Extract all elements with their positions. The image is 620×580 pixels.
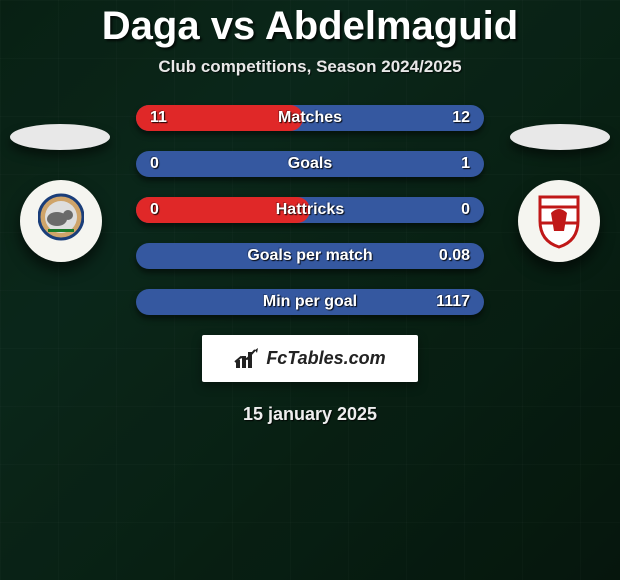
- enyimba-crest-icon: [38, 193, 84, 249]
- stat-label: Goals per match: [136, 247, 484, 265]
- stat-row: 0Hattricks0: [136, 197, 484, 223]
- stat-label: Goals: [136, 155, 484, 173]
- stat-row: 11Matches12: [136, 105, 484, 131]
- page-title: Daga vs Abdelmaguid: [0, 4, 620, 49]
- brand-box[interactable]: FcTables.com: [202, 335, 418, 382]
- date-label: 15 january 2025: [0, 404, 620, 425]
- stat-value-right: 0: [461, 201, 470, 219]
- stat-label: Matches: [136, 109, 484, 127]
- club-badge-left: [20, 180, 102, 262]
- stat-value-right: 12: [452, 109, 470, 127]
- stat-row: Min per goal1117: [136, 289, 484, 315]
- club-badge-right: [518, 180, 600, 262]
- subtitle: Club competitions, Season 2024/2025: [0, 57, 620, 77]
- player-photo-left: [10, 124, 110, 150]
- stat-value-right: 1: [461, 155, 470, 173]
- stat-label: Hattricks: [136, 201, 484, 219]
- stat-row: Goals per match0.08: [136, 243, 484, 269]
- stat-value-right: 0.08: [439, 247, 470, 265]
- chart-icon: [234, 348, 260, 370]
- stats-panel: 11Matches120Goals10Hattricks0Goals per m…: [136, 105, 484, 315]
- stat-value-right: 1117: [436, 293, 470, 311]
- zamalek-crest-icon: [536, 193, 582, 249]
- comparison-card: Daga vs Abdelmaguid Club competitions, S…: [0, 0, 620, 580]
- stat-row: 0Goals1: [136, 151, 484, 177]
- brand-label: FcTables.com: [266, 348, 385, 369]
- player-photo-right: [510, 124, 610, 150]
- stat-label: Min per goal: [136, 293, 484, 311]
